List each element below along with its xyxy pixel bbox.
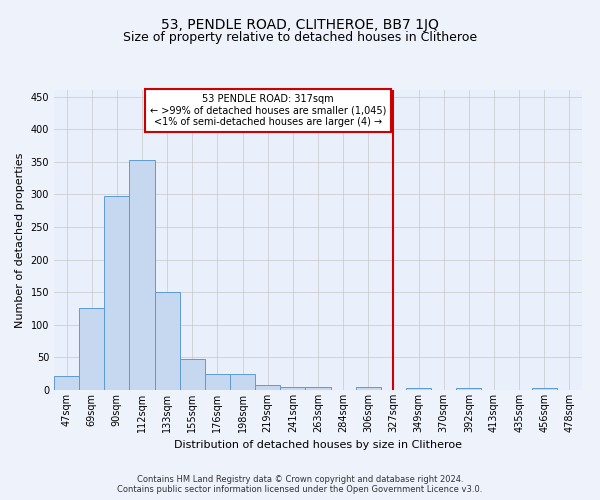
Bar (155, 292, 180, 390)
Bar (54, 376, 79, 390)
X-axis label: Distribution of detached houses by size in Clitheroe: Distribution of detached houses by size … (174, 440, 462, 450)
Bar (356, 386, 381, 390)
Text: 53 PENDLE ROAD: 317sqm
← >99% of detached houses are smaller (1,045)
<1% of semi: 53 PENDLE ROAD: 317sqm ← >99% of detache… (149, 94, 386, 128)
Text: 53, PENDLE ROAD, CLITHEROE, BB7 1JQ: 53, PENDLE ROAD, CLITHEROE, BB7 1JQ (161, 18, 439, 32)
Bar (79, 308, 104, 390)
Bar (280, 386, 305, 390)
Text: Size of property relative to detached houses in Clitheroe: Size of property relative to detached ho… (123, 31, 477, 44)
Bar (532, 388, 557, 390)
Bar (305, 386, 331, 390)
Bar (230, 374, 255, 390)
Bar (255, 385, 280, 390)
Text: Contains HM Land Registry data © Crown copyright and database right 2024.
Contai: Contains HM Land Registry data © Crown c… (118, 474, 482, 494)
Bar (130, 160, 155, 390)
Bar (406, 388, 431, 390)
Bar (205, 374, 230, 390)
Bar (456, 388, 481, 390)
Bar (104, 196, 130, 390)
Y-axis label: Number of detached properties: Number of detached properties (15, 152, 25, 328)
Bar (180, 358, 205, 390)
